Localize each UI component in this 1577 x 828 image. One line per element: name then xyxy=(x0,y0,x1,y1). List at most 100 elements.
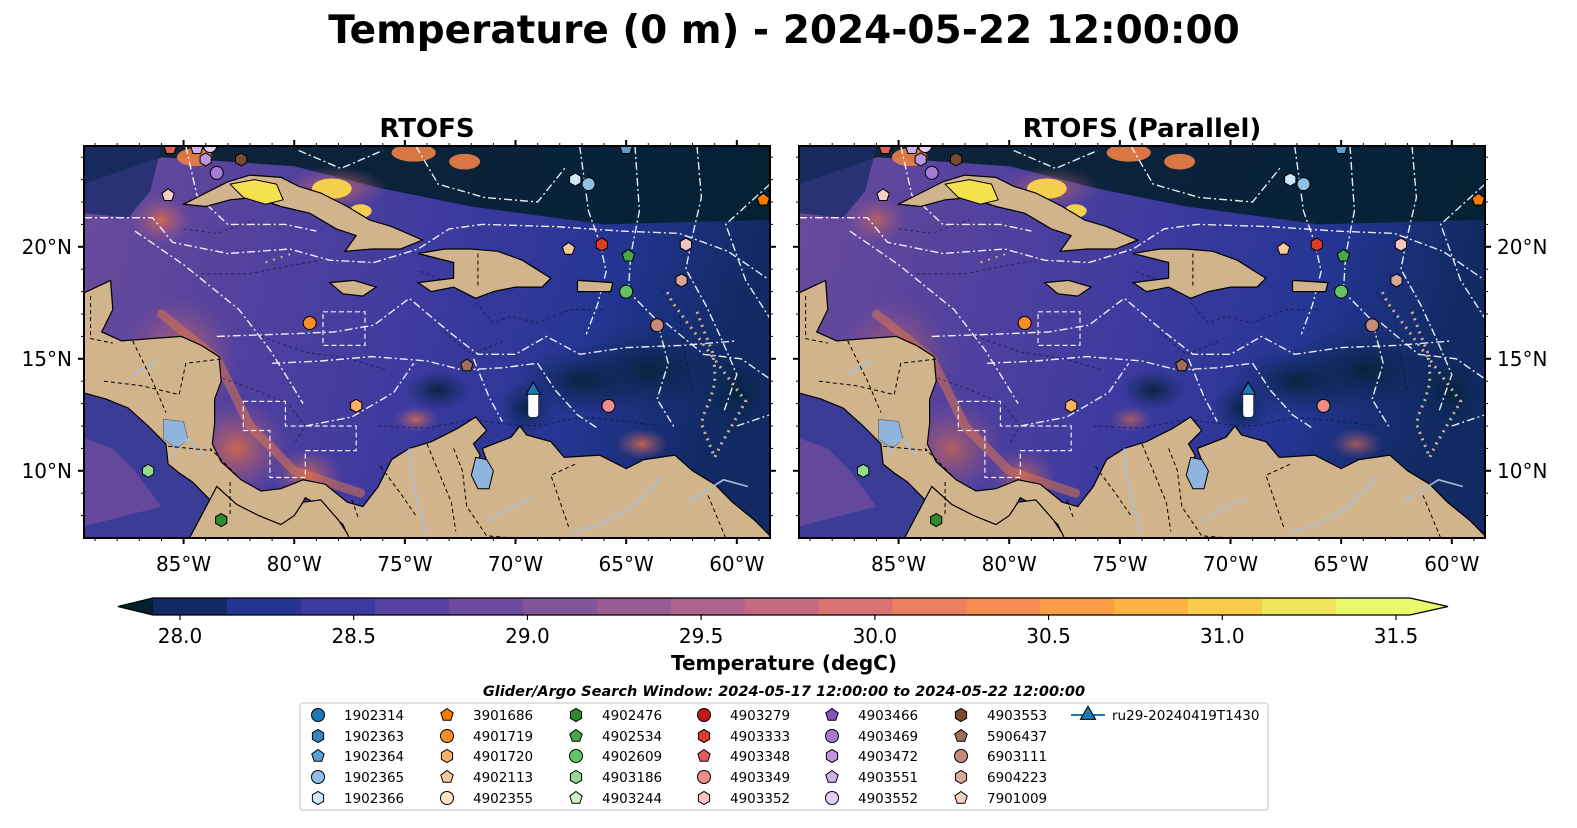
legend-item: 4902476 xyxy=(569,707,662,724)
legend-label: 4903186 xyxy=(602,770,662,786)
land-puerto-rico xyxy=(576,279,614,293)
bank-warm-patch-0 xyxy=(1106,146,1151,162)
eez-boundary xyxy=(627,146,676,429)
river xyxy=(1287,476,1378,535)
map-content-rtofs xyxy=(84,117,770,538)
legend-item: 4903348 xyxy=(697,748,790,765)
eez-boundary xyxy=(298,149,383,170)
glider-track xyxy=(528,390,539,418)
legend-label: 4903551 xyxy=(858,770,918,786)
bathymetry-contour xyxy=(201,259,321,275)
legend-label: 4903469 xyxy=(858,729,918,745)
cool-anomaly-3 xyxy=(497,381,556,435)
river xyxy=(132,360,158,376)
pacific-warm-overlay xyxy=(799,437,877,527)
colorbar-segment xyxy=(966,598,1041,615)
eez-boundary xyxy=(1342,146,1391,429)
colorbar-segment xyxy=(818,598,894,615)
marker-1902363 xyxy=(129,117,140,130)
x-tick-label: 85°W xyxy=(156,552,211,576)
legend-label: 3901686 xyxy=(473,708,533,724)
marker-4901720 xyxy=(1065,398,1078,413)
eez-boundary xyxy=(1020,362,1130,427)
bathymetry-contour xyxy=(420,270,461,284)
bank-warm-patch-1 xyxy=(1164,153,1196,170)
legend-label: 4903352 xyxy=(730,791,790,807)
river xyxy=(572,476,663,535)
eez-boundary xyxy=(799,217,1485,281)
land-mainland xyxy=(84,279,770,538)
eez-boundary xyxy=(1187,358,1218,422)
legend-label: 1902366 xyxy=(344,791,404,807)
marker-1902364 xyxy=(619,146,633,154)
legend-item: 4902355 xyxy=(440,791,533,807)
eez-boundary xyxy=(1130,146,1282,203)
legend-item: 3901686 xyxy=(440,707,533,724)
y-tick-label: 20°N xyxy=(1497,235,1547,259)
river xyxy=(886,438,920,458)
marker-5906437 xyxy=(460,358,474,372)
legend-label: 4903279 xyxy=(730,708,790,724)
eez-boundary-box xyxy=(957,400,1072,479)
x-tick-label: 65°W xyxy=(1314,552,1369,576)
legend-item: 1902364 xyxy=(311,748,404,765)
colorbar-outline xyxy=(117,597,1449,616)
axes-rtofs: 85°W 80°W 75°W 70°W 65°W 60°W 20°N 15°N 10°N xyxy=(22,140,776,576)
marker-4903551 xyxy=(905,146,919,154)
eez-boundary xyxy=(987,355,1253,371)
marker-4902534 xyxy=(621,248,636,262)
legend-marker-ru29-20240419T1430 xyxy=(1079,705,1097,720)
colorbar-segment xyxy=(448,598,524,615)
country-border xyxy=(1066,499,1074,518)
marker-1902364 xyxy=(1334,146,1348,154)
country-border xyxy=(426,443,457,532)
eez-boundary-box xyxy=(1037,311,1081,346)
eez-boundary xyxy=(579,146,607,335)
land-lesser-antilles xyxy=(664,288,748,462)
legend-label: 4903244 xyxy=(602,791,662,807)
legend-label: 4902113 xyxy=(473,770,533,786)
legend-item: 1902363 xyxy=(311,728,404,745)
legend-marker-4903186 xyxy=(569,769,583,785)
colorbar-tick-label: 30.5 xyxy=(1026,624,1071,648)
eez-boundary xyxy=(1294,146,1322,335)
river xyxy=(1123,448,1143,534)
legend-item: 4903551 xyxy=(825,769,918,786)
legend-item: 4903472 xyxy=(825,748,918,765)
eez-boundary xyxy=(1451,414,1485,427)
legend-marker-5906437 xyxy=(954,728,968,742)
legend-marker-4903472 xyxy=(825,748,839,764)
legend-marker-4903244 xyxy=(569,790,583,804)
legend-item: 4903186 xyxy=(569,769,662,786)
colorbar-segment xyxy=(153,598,228,615)
legend-box xyxy=(299,702,1269,811)
country-border xyxy=(550,463,576,527)
country-border xyxy=(351,499,359,518)
marker-4903552 xyxy=(203,146,218,153)
colorbar-segment xyxy=(596,598,672,615)
legend-item: 4901719 xyxy=(440,729,533,745)
legend-title: Glider/Argo Search Window: 2024-05-17 12… xyxy=(483,684,1085,700)
legend-label: 1902364 xyxy=(344,749,404,765)
eez-boundary xyxy=(665,322,770,380)
river xyxy=(687,478,749,503)
legend-item: 5906437 xyxy=(954,728,1047,745)
legend-label: 6903111 xyxy=(987,749,1047,765)
atlantic-cool-band xyxy=(84,146,770,225)
marker-4903352 xyxy=(679,237,692,252)
lake-nicaragua xyxy=(878,418,904,449)
marker-4903472 xyxy=(914,152,927,167)
eez-boundary xyxy=(305,362,415,427)
colorbar-segment xyxy=(374,598,450,615)
legend-marker-4902355 xyxy=(440,791,454,805)
legend-marker-4901720 xyxy=(440,748,454,764)
country-border xyxy=(1265,463,1291,527)
eez-boundary xyxy=(537,362,598,429)
map-content-rtofs-parallel xyxy=(799,146,1485,538)
marker-6904223 xyxy=(1390,273,1403,288)
cool-anomaly-3 xyxy=(1212,381,1271,435)
eez-boundary xyxy=(472,358,503,422)
legend-marker-4903279 xyxy=(697,708,711,722)
marker-4902113 xyxy=(1276,241,1291,255)
